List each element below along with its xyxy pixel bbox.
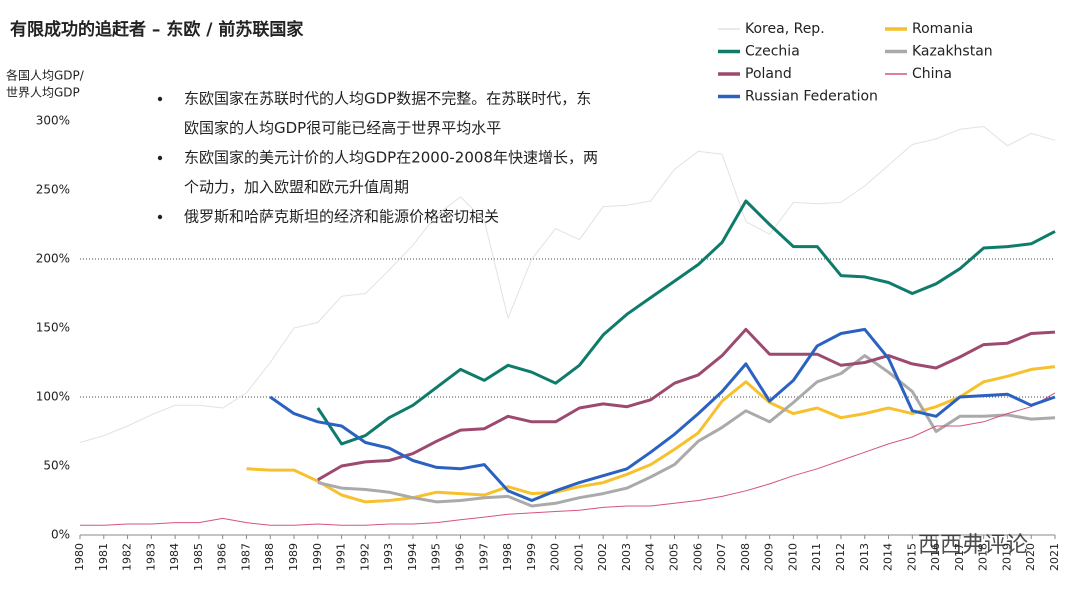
x-tick-label: 2000 (549, 543, 562, 571)
watermark: 西西弗评论 (918, 533, 1028, 558)
x-tick-label: 2001 (572, 543, 585, 571)
annotation: 俄罗斯和哈萨克斯坦的经济和能源价格密切相关 (184, 208, 499, 226)
x-tick-label: 2006 (691, 543, 704, 571)
x-tick-label: 2014 (882, 543, 895, 571)
bullet (157, 155, 163, 161)
x-tick-label: 1986 (216, 543, 229, 571)
x-tick-label: 1996 (453, 543, 466, 571)
x-tick-label: 1991 (335, 543, 348, 571)
series-line (79, 126, 1056, 443)
annotation: 欧国家的人均GDP很可能已经高于世界平均水平 (184, 119, 501, 137)
x-tick-label: 2011 (810, 543, 823, 571)
x-tick-label: 2017 (953, 543, 966, 571)
y-axis-label: 各国人均GDP/ (6, 68, 85, 83)
legend-label: China (912, 66, 952, 82)
legend-label: Kazakhstan (912, 44, 993, 60)
x-tick-label: 2018 (977, 543, 990, 571)
x-tick-label: 1992 (358, 543, 371, 571)
x-tick-label: 2010 (786, 543, 799, 571)
legend-label: Romania (912, 21, 973, 37)
x-tick-label: 2021 (1048, 543, 1061, 571)
y-tick-label: 100% (36, 390, 70, 404)
x-tick-label: 2007 (715, 543, 728, 571)
x-tick-label: 2003 (620, 543, 633, 571)
y-tick-label: 50% (43, 459, 70, 473)
series-line (317, 327, 1056, 482)
y-tick-label: 150% (36, 321, 70, 335)
x-tick-label: 2020 (1024, 543, 1037, 571)
x-tick-label: 1987 (239, 543, 252, 571)
y-tick-label: 300% (36, 114, 70, 128)
x-tick-label: 1993 (382, 543, 395, 571)
x-tick-label: 1994 (406, 543, 419, 571)
x-tick-label: 2009 (763, 543, 776, 571)
x-tick-label: 2019 (1000, 543, 1013, 571)
x-tick-label: 2013 (858, 543, 871, 571)
legend-label: Russian Federation (745, 89, 878, 105)
bullet (157, 214, 163, 220)
series-line (317, 354, 1056, 508)
x-tick-label: 1999 (525, 543, 538, 571)
x-tick-label: 1981 (97, 543, 110, 571)
y-tick-label: 200% (36, 252, 70, 266)
x-tick-label: 2004 (644, 543, 657, 571)
x-tick-label: 1990 (311, 543, 324, 571)
x-tick-label: 1988 (263, 543, 276, 571)
chart-title: 有限成功的追赶者 – 东欧 / 前苏联国家 (10, 19, 303, 40)
x-tick-label: 2012 (834, 543, 847, 571)
annotation: 东欧国家在苏联时代的人均GDP数据不完整。在苏联时代，东 (184, 90, 591, 108)
x-tick-label: 1982 (121, 543, 134, 571)
x-tick-label: 2016 (929, 543, 942, 571)
legend-label: Korea, Rep. (745, 21, 825, 37)
series-line (316, 199, 1056, 446)
x-tick-label: 1998 (501, 543, 514, 571)
x-tick-label: 1995 (430, 543, 443, 571)
legend-label: Poland (745, 66, 792, 82)
series-line (269, 327, 1056, 502)
series-line (80, 392, 1056, 526)
y-axis-label: 世界人均GDP (6, 86, 80, 100)
x-tick-label: 2005 (668, 543, 681, 571)
x-tick-label: 1989 (287, 543, 300, 571)
x-tick-label: 1997 (477, 543, 490, 571)
annotation: 东欧国家的美元计价的人均GDP在2000-2008年快速增长，两 (184, 149, 598, 167)
annotation: 个动力，加入欧盟和欧元升值周期 (184, 178, 409, 196)
x-tick-label: 2008 (739, 543, 752, 571)
x-tick-label: 2015 (905, 543, 918, 571)
x-tick-label: 2002 (596, 543, 609, 571)
y-tick-label: 250% (36, 183, 70, 197)
x-tick-label: 1980 (73, 543, 86, 571)
bullet (157, 96, 163, 102)
x-tick-label: 1984 (168, 543, 181, 571)
x-tick-label: 1985 (192, 543, 205, 571)
legend-label: Czechia (745, 44, 800, 60)
y-tick-label: 0% (51, 528, 70, 542)
x-tick-label: 1983 (144, 543, 157, 571)
